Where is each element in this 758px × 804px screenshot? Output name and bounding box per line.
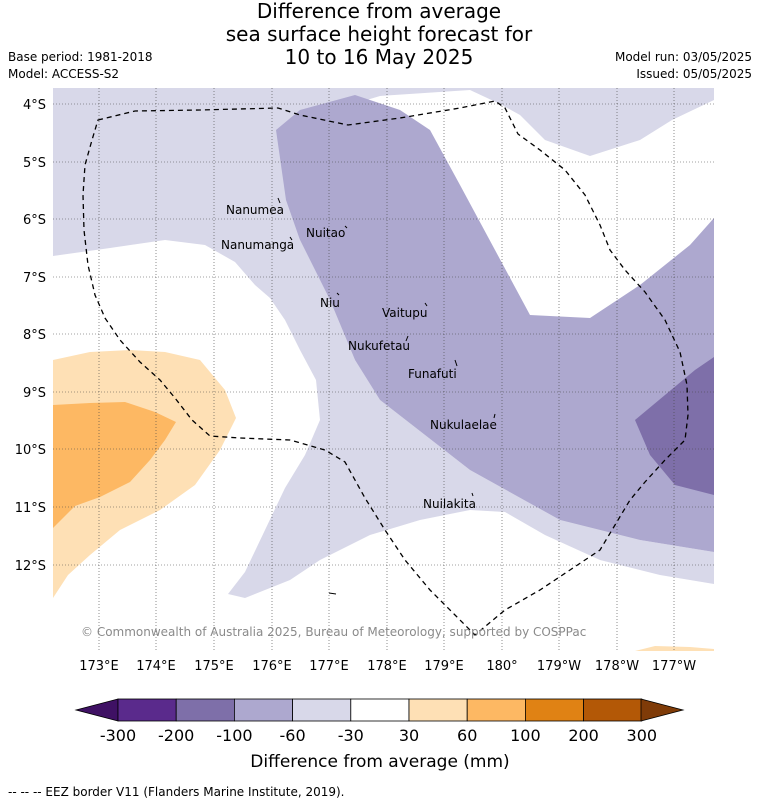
colorbar-extend-high	[640, 698, 685, 722]
colorbar-tick-label: 300	[627, 726, 658, 745]
longitude-label: 177°W	[652, 659, 696, 674]
eez-legend-text: -- -- -- EEZ border V11 (Flanders Marine…	[8, 785, 345, 799]
island-label-niu: Niu	[320, 296, 340, 310]
colorbar-tick-label: -30	[338, 726, 364, 745]
colorbar-tick-label: -100	[216, 726, 252, 745]
longitude-label: 174°E	[136, 659, 176, 674]
island-markers	[277, 197, 496, 595]
colorbar: -300 -200 -100 -60 -30 30 60 100 200 300 Differen…	[74, 698, 685, 772]
colorbar-extend-low	[74, 698, 119, 722]
colorbar-segment	[525, 698, 585, 722]
map-panel: Nanumea Nanumanga Nuitao Niu Vaitupu Nuk…	[53, 88, 714, 651]
island-label-nukulaelae: Nukulaelae	[430, 418, 497, 432]
longitude-labels: 173°E 174°E 175°E 176°E 177°E 178°E 179°E 180° 1…	[79, 659, 696, 674]
longitude-label: 175°E	[194, 659, 234, 674]
eez-border	[82, 100, 689, 636]
colorbar-segment	[117, 698, 177, 722]
longitude-label: 178°E	[367, 659, 407, 674]
latitude-label: 9°S	[23, 386, 46, 401]
latitude-labels: 4°S 5°S 6°S 7°S 8°S 9°S 10°S 11°S 12°S	[15, 98, 46, 574]
colorbar-tick-label: -300	[100, 726, 136, 745]
latitude-label: 6°S	[23, 213, 46, 228]
island-mark-vaitupu	[424, 302, 428, 307]
colorbar-tick-label: 200	[568, 726, 599, 745]
title-line-3: 10 to 16 May 2025	[284, 45, 474, 69]
colorbar-segment	[175, 698, 235, 722]
anomaly-region-plus30-sliver	[635, 646, 714, 651]
colorbar-tick-labels: -300 -200 -100 -60 -30 30 60 100 200 300	[100, 726, 657, 745]
island-mark-nanumea	[277, 197, 281, 204]
colorbar-tick-label: 100	[510, 726, 541, 745]
run-info: Model run: 03/05/2025 Issued: 05/05/2025	[615, 49, 752, 83]
colorbar-segment	[466, 698, 526, 722]
anomaly-region-minus200	[635, 357, 714, 495]
island-mark-nuitao	[344, 225, 348, 229]
latitude-label: 8°S	[23, 328, 46, 343]
island-mark-funafuti	[454, 359, 458, 367]
island-mark-nukufetau	[405, 335, 409, 342]
colorbar-segment	[583, 698, 643, 722]
longitude-label: 176°E	[252, 659, 292, 674]
anomaly-region-minus100	[276, 95, 714, 552]
longitude-label: 179°W	[537, 659, 581, 674]
colorbar-segments	[117, 698, 643, 722]
colorbar-segment	[292, 698, 352, 722]
reef-mark	[328, 592, 337, 595]
longitude-label: 178°W	[595, 659, 639, 674]
latitude-label: 7°S	[23, 271, 46, 286]
island-label-vaitupu: Vaitupu	[382, 306, 428, 320]
colorbar-tick-label: -60	[280, 726, 306, 745]
longitude-label: 173°E	[79, 659, 119, 674]
latitude-label: 10°S	[15, 443, 46, 458]
colorbar-segment	[233, 698, 293, 722]
title-line-2: sea surface height forecast for	[225, 22, 533, 46]
model-text: Model: ACCESS-S2	[8, 67, 120, 81]
longitude-label: 180°	[486, 659, 517, 674]
colorbar-segment	[350, 698, 410, 722]
longitude-label: 177°E	[309, 659, 349, 674]
latitude-label: 4°S	[23, 98, 46, 113]
island-mark-nanumanga	[289, 236, 293, 241]
map-title: Difference from average sea surface heig…	[0, 0, 758, 69]
base-period-text: Base period: 1981-2018	[8, 50, 153, 64]
island-mark-nuilakita	[471, 492, 474, 497]
colorbar-label: Difference from average (mm)	[250, 752, 509, 772]
anomaly-region-plus60	[53, 402, 176, 528]
issued-text: Issued: 05/05/2025	[636, 67, 752, 81]
title-line-1: Difference from average	[256, 0, 502, 23]
latitude-label: 11°S	[15, 501, 46, 516]
latitude-label: 5°S	[23, 156, 46, 171]
colorbar-tick-label: 30	[399, 726, 419, 745]
island-label-nanumea: Nanumea	[226, 203, 284, 217]
island-mark-niu	[336, 292, 340, 296]
island-label-nukufetau: Nukufetau	[348, 339, 410, 353]
island-label-nuilakita: Nuilakita	[423, 497, 476, 511]
latitude-label: 12°S	[15, 559, 46, 574]
island-mark-nukulaelae	[493, 413, 496, 419]
colorbar-segment	[408, 698, 468, 722]
colorbar-tick-label: -200	[158, 726, 194, 745]
graticule	[53, 88, 714, 651]
island-label-funafuti: Funafuti	[408, 367, 457, 381]
model-run-text: Model run: 03/05/2025	[614, 50, 752, 64]
longitude-label: 179°E	[424, 659, 464, 674]
copyright-text: © Commonwealth of Australia 2025, Bureau…	[81, 625, 586, 639]
anomaly-region-minus60	[53, 88, 714, 598]
colorbar-tick-label: 60	[457, 726, 477, 745]
island-label-nuitao: Nuitao	[306, 226, 345, 240]
island-label-nanumanga: Nanumanga	[221, 238, 294, 252]
model-info: Base period: 1981-2018 Model: ACCESS-S2	[8, 49, 153, 83]
